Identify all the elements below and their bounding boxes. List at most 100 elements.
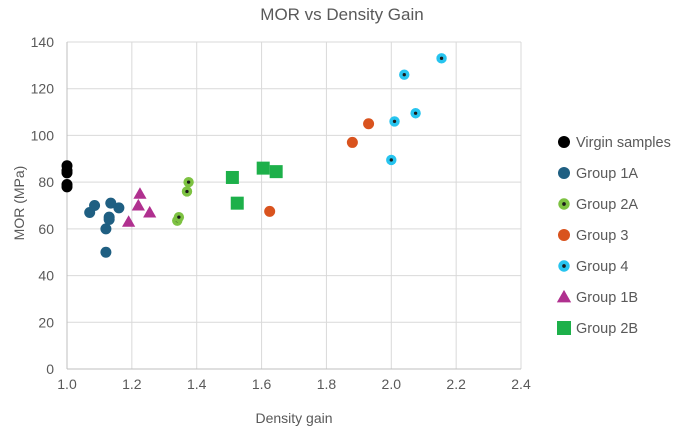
data-point xyxy=(386,154,397,166)
legend-marker-center-dot xyxy=(562,202,566,206)
data-point-fill xyxy=(363,118,375,130)
y-tick-label: 140 xyxy=(31,34,55,50)
data-point-fill xyxy=(61,181,73,193)
y-tick-label: 120 xyxy=(31,81,55,97)
data-point-fill xyxy=(105,197,117,209)
data-point-center-dot xyxy=(177,215,181,219)
legend-label: Group 2B xyxy=(576,321,638,337)
series-group-4 xyxy=(386,53,447,166)
y-tick-labels: 0 20 40 60 80 100 120 140 xyxy=(31,34,55,377)
data-point xyxy=(256,161,270,175)
legend-item: Group 1A xyxy=(558,166,638,182)
data-point xyxy=(181,186,193,197)
data-point-fill xyxy=(100,246,112,258)
legend-marker xyxy=(558,260,570,272)
y-tick-label: 0 xyxy=(46,361,54,377)
data-point xyxy=(230,196,244,210)
data-point xyxy=(363,118,375,130)
x-tick-label: 1.8 xyxy=(317,376,337,392)
series-group-2b xyxy=(225,161,283,210)
data-point-fill xyxy=(100,223,112,235)
data-point-center-dot xyxy=(186,180,191,184)
series-virgin-samples xyxy=(61,160,73,193)
y-tick-label: 80 xyxy=(38,174,54,190)
data-point-center-dot xyxy=(402,73,406,77)
data-point xyxy=(89,200,101,211)
legend-marker xyxy=(556,289,572,303)
data-point-fill xyxy=(103,214,115,226)
grid-lines xyxy=(66,41,522,370)
legend-label: Virgin samples xyxy=(576,135,671,151)
legend-marker-center-dot xyxy=(562,264,566,268)
data-point-center-dot xyxy=(439,56,444,61)
legend-label: Group 2A xyxy=(576,197,638,213)
legend-marker xyxy=(557,321,571,335)
data-point-fill xyxy=(61,167,73,179)
legend-item: Virgin samples xyxy=(558,135,671,151)
data-point-fill xyxy=(346,136,358,148)
data-point xyxy=(346,136,358,148)
data-points xyxy=(61,53,447,258)
data-point xyxy=(183,176,194,188)
axes xyxy=(66,42,521,370)
data-point xyxy=(100,223,112,235)
series-group-1a xyxy=(84,197,125,258)
legend-marker-fill xyxy=(558,136,570,148)
y-tick-label: 20 xyxy=(38,314,54,330)
data-point-center-dot xyxy=(413,111,418,115)
series-group-3 xyxy=(264,118,375,217)
legend-marker xyxy=(558,198,570,210)
legend-marker xyxy=(558,167,570,179)
data-point xyxy=(389,116,400,127)
data-point-center-dot xyxy=(392,119,397,124)
legend-item: Group 2A xyxy=(558,197,638,213)
data-point-fill xyxy=(113,202,125,214)
series-group-2a xyxy=(172,176,194,226)
data-point xyxy=(100,246,112,258)
chart-title: MOR vs Density Gain xyxy=(260,5,423,24)
data-point xyxy=(61,167,73,179)
y-tick-label: 40 xyxy=(38,268,54,284)
y-axis-label: MOR (MPa) xyxy=(11,166,27,241)
data-point xyxy=(133,187,147,199)
data-point-fill xyxy=(264,205,276,217)
legend-item: Group 1B xyxy=(556,289,638,306)
x-tick-label: 1.0 xyxy=(57,376,77,392)
x-axis-label: Density gain xyxy=(255,410,332,426)
x-tick-labels: 1.0 1.2 1.4 1.6 1.8 2.0 2.2 2.4 xyxy=(57,376,531,392)
data-point xyxy=(105,197,117,209)
legend-item: Group 2B xyxy=(557,321,638,337)
legend-label: Group 1B xyxy=(576,290,638,306)
data-point xyxy=(61,181,73,193)
data-point xyxy=(173,211,185,223)
legend-label: Group 1A xyxy=(576,166,638,182)
legend-item: Group 4 xyxy=(558,259,628,275)
data-point xyxy=(264,205,276,217)
y-tick-label: 60 xyxy=(38,221,54,237)
legend-label: Group 3 xyxy=(576,228,628,244)
x-tick-label: 1.6 xyxy=(252,376,272,392)
x-tick-label: 1.4 xyxy=(187,376,207,392)
x-tick-label: 1.2 xyxy=(122,376,142,392)
legend-marker-fill xyxy=(558,167,570,179)
data-point xyxy=(122,215,136,227)
legend-label: Group 4 xyxy=(576,259,628,275)
legend-item: Group 3 xyxy=(558,228,628,244)
legend-marker-fill xyxy=(558,229,570,241)
data-point xyxy=(410,108,421,119)
data-point xyxy=(131,198,145,211)
x-tick-label: 2.2 xyxy=(446,376,466,392)
data-point xyxy=(225,170,239,184)
data-point xyxy=(103,214,115,226)
y-tick-label: 100 xyxy=(31,127,55,143)
data-point-center-dot xyxy=(185,189,189,194)
data-point xyxy=(436,53,447,64)
data-point xyxy=(269,165,283,179)
data-point xyxy=(113,202,125,214)
x-tick-label: 2.0 xyxy=(382,376,402,392)
data-point xyxy=(143,205,157,218)
legend-marker xyxy=(558,136,570,148)
data-point-fill xyxy=(89,200,101,211)
x-tick-label: 2.4 xyxy=(511,376,531,392)
